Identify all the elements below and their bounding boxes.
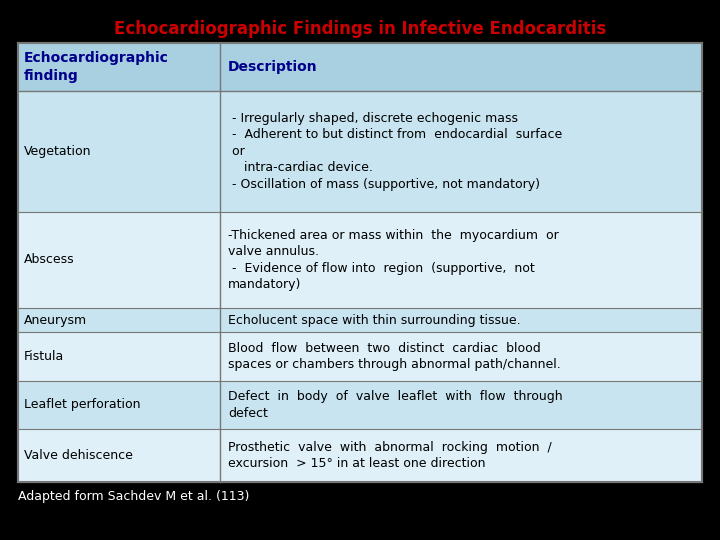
Bar (18, 43, 702, 91)
Text: Defect  in  body  of  valve  leaflet  with  flow  through
defect: Defect in body of valve leaflet with flo… (228, 390, 562, 420)
Text: Leaflet perforation: Leaflet perforation (24, 399, 140, 411)
Text: Prosthetic  valve  with  abnormal  rocking  motion  /
excursion  > 15° in at lea: Prosthetic valve with abnormal rocking m… (228, 441, 552, 470)
Text: Fistula: Fistula (24, 350, 64, 363)
Text: Valve dehiscence: Valve dehiscence (24, 449, 133, 462)
Bar (18, 43, 702, 482)
Text: Abscess: Abscess (24, 253, 75, 266)
Bar (18, 332, 702, 381)
Text: Description: Description (228, 60, 318, 74)
Bar (18, 91, 702, 212)
Bar (18, 429, 702, 482)
Text: Echocardiographic Findings in Infective Endocarditis: Echocardiographic Findings in Infective … (114, 20, 606, 38)
Text: Blood  flow  between  two  distinct  cardiac  blood
spaces or chambers through a: Blood flow between two distinct cardiac … (228, 342, 561, 371)
Text: Echocardiographic
finding: Echocardiographic finding (24, 51, 169, 83)
Text: - Irregularly shaped, discrete echogenic mass
 -  Adherent to but distinct from : - Irregularly shaped, discrete echogenic… (228, 112, 562, 191)
Bar (18, 381, 702, 429)
Text: Aneurysm: Aneurysm (24, 314, 87, 327)
Text: Echolucent space with thin surrounding tissue.: Echolucent space with thin surrounding t… (228, 314, 521, 327)
Text: Adapted form Sachdev M et al. (113): Adapted form Sachdev M et al. (113) (18, 490, 249, 503)
Bar (18, 212, 702, 308)
Text: -Thickened area or mass within  the  myocardium  or
valve annulus.
 -  Evidence : -Thickened area or mass within the myoca… (228, 229, 559, 291)
Bar (18, 308, 702, 332)
Text: Vegetation: Vegetation (24, 145, 91, 158)
